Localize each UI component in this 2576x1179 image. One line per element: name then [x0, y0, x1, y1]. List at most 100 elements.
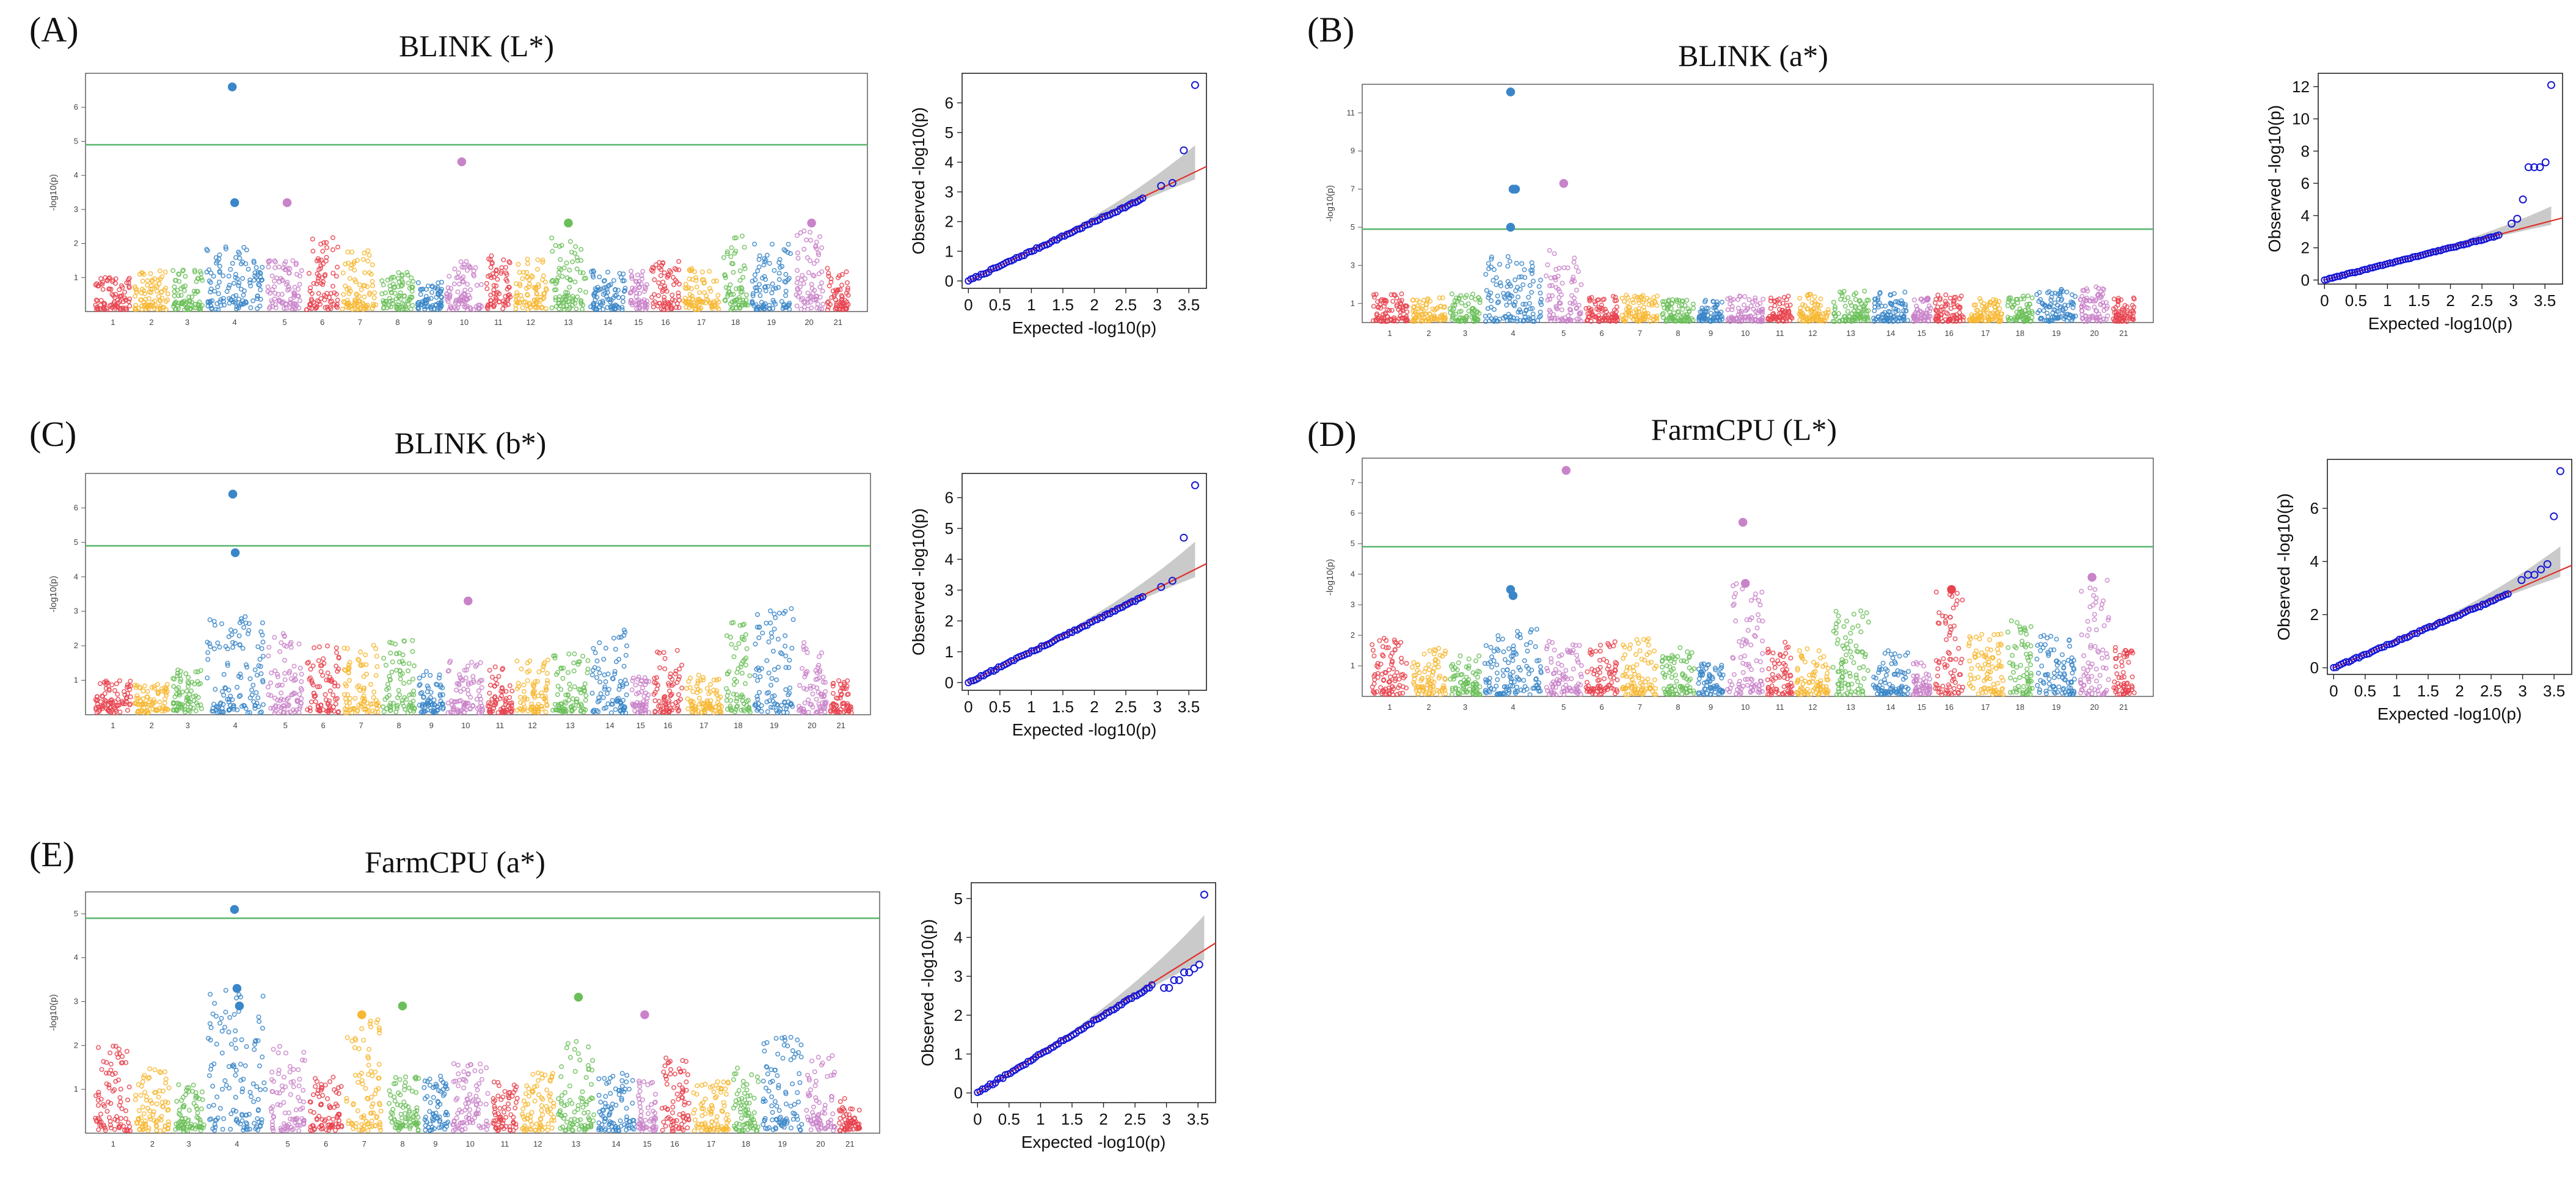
- snp-point: [102, 301, 108, 306]
- snp-point: [299, 268, 304, 273]
- snp-point: [465, 282, 470, 287]
- snp-point: [320, 249, 326, 254]
- snp-point: [272, 278, 277, 283]
- snp-point: [516, 261, 521, 267]
- qq-x-tick-label: 0: [2320, 291, 2329, 310]
- snp-point: [238, 287, 244, 292]
- snp-point: [390, 281, 396, 287]
- snp-point: [266, 258, 271, 264]
- snp-point: [218, 303, 224, 308]
- snp-point: [399, 278, 404, 283]
- y-tick-label: 1: [74, 676, 78, 685]
- snp-point: [237, 255, 243, 261]
- snp-point: [540, 260, 545, 265]
- snp-point: [404, 306, 409, 312]
- y-tick-label: 1: [1351, 299, 1355, 308]
- snp-point: [564, 275, 570, 280]
- snp-point: [172, 293, 177, 299]
- snp-point: [554, 279, 560, 285]
- snp-point: [297, 282, 302, 287]
- chromosome-label: 4: [233, 721, 237, 730]
- snp-point: [221, 273, 226, 279]
- qq-x-tick-label: 3.5: [1178, 296, 1200, 314]
- snp-point: [255, 282, 261, 287]
- snp-point: [120, 299, 126, 305]
- chromosome-label: 7: [358, 318, 362, 327]
- snp-point: [574, 266, 580, 272]
- snp-point: [236, 251, 242, 257]
- chromosome-label: 13: [1847, 329, 1855, 338]
- snp-point: [126, 283, 132, 289]
- snp-point: [570, 259, 575, 265]
- snp-point: [180, 301, 185, 307]
- snp-point: [214, 258, 220, 264]
- y-tick-label: 4: [74, 170, 78, 180]
- snp-point: [211, 274, 216, 279]
- snp-point: [228, 266, 233, 272]
- snp-point: [393, 296, 399, 302]
- snp-point: [147, 289, 152, 294]
- chromosome-label: 3: [1463, 329, 1467, 338]
- snp-point: [293, 260, 299, 266]
- snp-point: [256, 277, 261, 282]
- snp-point: [164, 297, 170, 302]
- snp-point: [111, 293, 116, 298]
- snp-point: [308, 285, 313, 291]
- snp-point: [541, 295, 547, 301]
- qq-x-tick-label: 1.5: [1052, 296, 1074, 314]
- snp-point: [216, 307, 221, 312]
- snp-point: [330, 247, 335, 252]
- snp-point: [577, 270, 583, 276]
- snp-point: [311, 280, 316, 286]
- snp-point: [280, 265, 286, 271]
- snp-point: [251, 260, 257, 265]
- y-axis-label: -log10(p): [48, 575, 59, 612]
- snp-point: [189, 302, 194, 308]
- snp-point: [311, 299, 316, 305]
- snp-point: [185, 307, 191, 312]
- snp-point: [406, 280, 411, 286]
- chromosome-label: 21: [834, 318, 842, 327]
- snp-point: [453, 297, 459, 303]
- snp-point: [503, 294, 508, 299]
- snp-point: [136, 305, 141, 311]
- qq-y-tick-label: 6: [2301, 174, 2310, 192]
- snp-point: [214, 301, 220, 306]
- snp-point: [172, 284, 177, 290]
- snp-point: [580, 270, 586, 276]
- snp-point: [382, 301, 387, 306]
- snp-point: [574, 255, 580, 260]
- chromosome-label: 3: [185, 318, 189, 327]
- chromosome-label: 12: [1808, 329, 1817, 338]
- snp-point: [567, 268, 572, 273]
- snp-point: [139, 287, 145, 292]
- snp-point: [451, 305, 457, 310]
- snp-point: [124, 307, 130, 312]
- snp-point: [273, 305, 279, 310]
- snp-point: [419, 287, 425, 292]
- snp-point: [218, 297, 224, 302]
- snp-point: [400, 301, 405, 306]
- snp-point: [505, 279, 510, 284]
- snp-point: [479, 304, 484, 309]
- snp-point: [238, 261, 244, 266]
- panel-letter-c: (C): [29, 414, 76, 454]
- qq-x-tick-label: 1: [1027, 296, 1035, 314]
- snp-point: [285, 280, 290, 285]
- qq-x-tick-label: 2: [1090, 296, 1098, 314]
- snp-point: [341, 291, 346, 297]
- snp-point: [157, 268, 162, 274]
- snp-point: [255, 306, 260, 312]
- snp-point: [347, 276, 352, 281]
- chromosome-label: 18: [2016, 329, 2024, 338]
- snp-point: [147, 296, 152, 301]
- chromosome-label: 2: [149, 318, 153, 327]
- snp-point: [573, 244, 578, 249]
- snp-point: [524, 286, 529, 291]
- snp-point: [560, 274, 565, 279]
- chromosome-label: 14: [1886, 329, 1895, 338]
- chromosome-label: 13: [566, 721, 574, 730]
- snp-point: [115, 297, 120, 303]
- snp-point: [106, 276, 111, 281]
